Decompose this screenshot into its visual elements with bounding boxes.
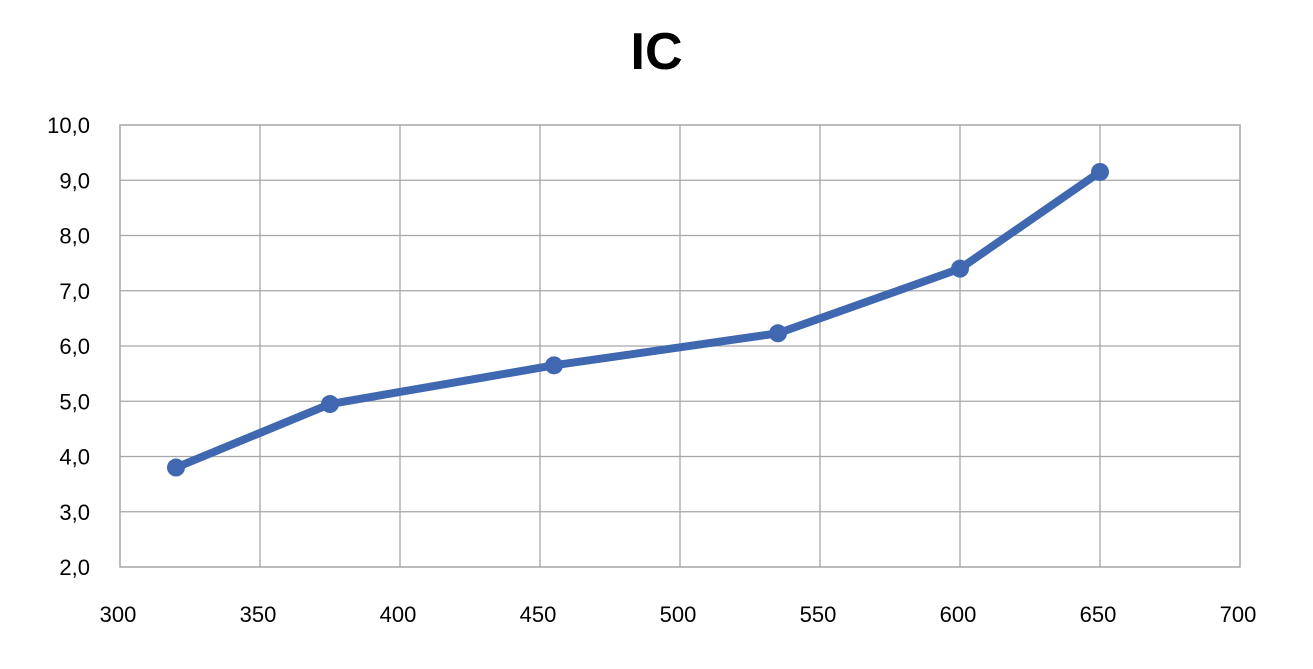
- x-tick-label: 450: [520, 602, 557, 627]
- y-tick-label: 8,0: [59, 224, 90, 249]
- y-tick-label: 6,0: [59, 334, 90, 359]
- y-tick-label: 3,0: [59, 500, 90, 525]
- data-point: [951, 259, 969, 278]
- x-tick-label: 350: [240, 602, 277, 627]
- axis-labels: 2,0 3,0 4,0 5,0 6,0 7,0 8,0 9,0 10,0 300 350 400 450…: [47, 113, 1256, 627]
- x-tick-label: 500: [660, 602, 697, 627]
- series-layer: [167, 162, 1109, 477]
- x-tick-label: 300: [100, 602, 137, 627]
- y-tick-label: 2,0: [59, 555, 90, 580]
- y-tick-label: 4,0: [59, 445, 90, 470]
- chart-title: IC: [630, 23, 683, 81]
- data-point: [167, 458, 185, 477]
- y-tick-label: 7,0: [59, 279, 90, 304]
- x-tick-label: 600: [940, 602, 977, 627]
- x-tick-label: 650: [1080, 602, 1117, 627]
- y-tick-label: 5,0: [59, 389, 90, 414]
- y-tick-label: 10,0: [47, 113, 90, 138]
- data-point: [545, 356, 563, 375]
- data-point: [1091, 162, 1109, 181]
- data-point: [769, 324, 787, 343]
- x-tick-label: 400: [380, 602, 417, 627]
- y-tick-label: 9,0: [59, 168, 90, 193]
- series-line: [172, 167, 1104, 472]
- x-tick-label: 550: [800, 602, 837, 627]
- grid: [119, 124, 1241, 568]
- data-point: [321, 395, 339, 414]
- x-tick-label: 700: [1220, 602, 1257, 627]
